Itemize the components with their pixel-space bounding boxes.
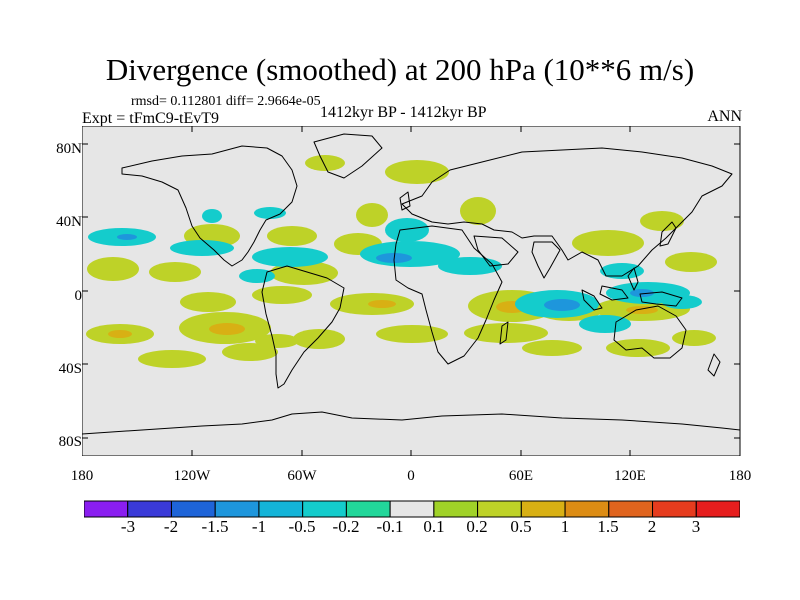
colorbar-label: 0.2 [466, 517, 488, 536]
colorbar-swatch [84, 500, 129, 518]
colorbar-label: 0.5 [510, 517, 532, 536]
colorbar-label: -0.5 [288, 517, 316, 536]
colorbar-label: 3 [691, 517, 701, 536]
colorbar-label: 0.1 [423, 517, 445, 536]
borneo-coast [599, 285, 629, 301]
divergence-map [82, 126, 741, 456]
axis-ticks [82, 126, 740, 456]
colorbar-label: -1 [251, 517, 267, 536]
south-america-coast [261, 265, 345, 389]
eurasia-coast [401, 147, 733, 277]
colorbar-label: -0.1 [376, 517, 404, 536]
experiment-label: Expt = tFmC9-tEvT9 [82, 110, 220, 127]
chart-title: Divergence (smoothed) at 200 hPa (10**6 … [105, 52, 695, 87]
lon-label-120e: 120E [614, 468, 646, 484]
season-label: ANN [707, 108, 742, 125]
colorbar-label: -2 [163, 517, 179, 536]
japan-coast [659, 221, 677, 247]
colorbar-swatch [433, 500, 479, 518]
colorbar-swatch [477, 500, 522, 518]
philippines-coast [627, 267, 639, 291]
colorbar-label: -3 [120, 517, 136, 536]
lon-label-0: 0 [407, 468, 415, 484]
north-america-coast [121, 145, 298, 267]
colorbar-label: 1 [560, 517, 570, 536]
colorbar [84, 500, 740, 518]
colorbar-swatch [389, 500, 435, 518]
lon-label-120w: 120W [173, 468, 211, 484]
stats-line: rmsd= 0.112801 diff= 2.9664e-05 [131, 94, 321, 109]
coastlines [82, 133, 741, 435]
colorbar-swatch [214, 500, 260, 518]
greenland-coast [313, 133, 383, 179]
india-coast [531, 241, 561, 279]
lat-label-40s: 40S [58, 361, 82, 377]
madagascar-coast [499, 321, 509, 345]
positive-regions [86, 155, 717, 368]
lon-label-60e: 60E [508, 468, 534, 484]
colorbar-swatch [302, 500, 347, 518]
colorbar-label: -1.5 [201, 517, 229, 536]
lat-label-0: 0 [74, 288, 83, 304]
colorbar-label: 2 [647, 517, 657, 536]
colorbar-swatch [170, 500, 216, 518]
lat-label-80s: 80S [58, 434, 82, 450]
arabia-coast [473, 235, 519, 267]
new-zealand-coast [707, 353, 721, 377]
uk-coast [399, 191, 411, 211]
colorbar-swatch [520, 500, 566, 518]
colorbar-swatch [258, 500, 304, 518]
colorbar-swatch [564, 500, 610, 518]
lon-label-60w: 60W [287, 468, 317, 484]
lon-label-180e: 180 [728, 468, 752, 484]
colorbar-swatch [652, 500, 697, 518]
africa-coast [393, 225, 503, 365]
lat-label-80n: 80N [56, 141, 82, 157]
colorbar-swatch [345, 500, 391, 518]
period-label: 1412kyr BP - 1412kyr BP [320, 104, 487, 121]
colorbar-label: 1.5 [597, 517, 619, 536]
lat-label-40n: 40N [56, 214, 82, 230]
colorbar-label: -0.2 [332, 517, 360, 536]
lon-label-180w: 180 [70, 468, 94, 484]
colorbar-swatch [695, 500, 740, 518]
strong-negative-regions [117, 234, 654, 311]
colorbar-swatch [127, 500, 172, 518]
colorbar-swatch [608, 500, 654, 518]
divergence-contours [86, 155, 717, 368]
antarctica-coast [82, 411, 741, 435]
sumatra-coast [581, 289, 603, 311]
new-guinea-coast [639, 291, 683, 307]
australia-coast [613, 305, 687, 359]
